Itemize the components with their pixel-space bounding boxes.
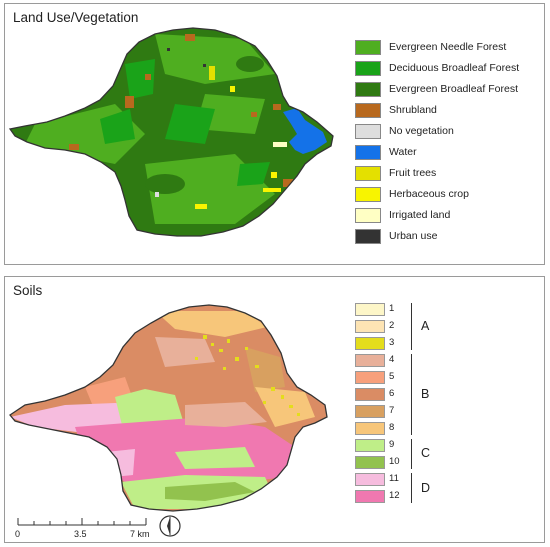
soil-swatch bbox=[355, 337, 385, 350]
soil-class-number: 1 bbox=[389, 303, 395, 314]
legend-label: Fruit trees bbox=[389, 167, 437, 179]
group-bracket-b bbox=[411, 354, 412, 435]
scale-label: 0 bbox=[15, 529, 21, 539]
legend-label: Shrubland bbox=[389, 104, 437, 116]
north-arrow-icon bbox=[159, 515, 181, 537]
group-label-b: B bbox=[421, 387, 430, 401]
group-label-d: D bbox=[421, 481, 431, 495]
soil-swatch bbox=[355, 320, 385, 333]
soil-class-number: 11 bbox=[389, 473, 399, 484]
land-use-map bbox=[8, 27, 334, 237]
soil-swatch bbox=[355, 371, 385, 384]
legend-label: Herbaceous crop bbox=[389, 188, 469, 200]
soil-class-number: 4 bbox=[389, 354, 395, 365]
soils-panel: Soils bbox=[4, 276, 545, 543]
soil-swatch bbox=[355, 439, 385, 452]
soil-class-number: 3 bbox=[389, 337, 395, 348]
soil-class-number: 9 bbox=[389, 439, 395, 450]
soil-class-number: 6 bbox=[389, 388, 395, 399]
legend-swatch bbox=[355, 208, 381, 223]
legend-label: Urban use bbox=[389, 230, 438, 242]
soil-class-number: 2 bbox=[389, 320, 395, 331]
soil-swatch bbox=[355, 456, 385, 469]
soil-swatch bbox=[355, 354, 385, 367]
soils-boundary bbox=[9, 304, 328, 512]
group-label-c: C bbox=[421, 446, 431, 460]
land-use-boundary bbox=[8, 27, 334, 237]
legend-swatch bbox=[355, 61, 381, 76]
group-bracket-c bbox=[411, 439, 412, 469]
group-label-a: A bbox=[421, 319, 430, 333]
scale-bar-graphic bbox=[17, 518, 147, 526]
soils-title: Soils bbox=[13, 283, 43, 298]
soil-swatch bbox=[355, 405, 385, 418]
legend-label: Evergreen Broadleaf Forest bbox=[389, 83, 518, 95]
legend-swatch bbox=[355, 40, 381, 55]
group-bracket-a bbox=[411, 303, 412, 350]
soil-class-number: 7 bbox=[389, 405, 395, 416]
land-use-panel: Land Use/Vegetation bbox=[4, 3, 545, 265]
soil-swatch bbox=[355, 473, 385, 486]
soils-map bbox=[9, 304, 328, 512]
scale-label: 7 km bbox=[130, 529, 150, 539]
soil-swatch bbox=[355, 490, 385, 503]
legend-label: Irrigated land bbox=[389, 209, 451, 221]
soil-class-number: 8 bbox=[389, 422, 395, 433]
soil-swatch bbox=[355, 303, 385, 316]
legend-swatch bbox=[355, 82, 381, 97]
legend-label: No vegetation bbox=[389, 125, 454, 137]
soil-class-number: 5 bbox=[389, 371, 395, 382]
legend-swatch bbox=[355, 124, 381, 139]
legend-swatch bbox=[355, 145, 381, 160]
scale-label: 3.5 bbox=[74, 529, 87, 539]
legend-swatch bbox=[355, 103, 381, 118]
legend-swatch bbox=[355, 166, 381, 181]
soil-swatch bbox=[355, 422, 385, 435]
legend-swatch bbox=[355, 187, 381, 202]
soil-class-number: 12 bbox=[389, 490, 400, 501]
legend-label: Evergreen Needle Forest bbox=[389, 41, 507, 53]
land-use-title: Land Use/Vegetation bbox=[13, 10, 139, 25]
soil-swatch bbox=[355, 388, 385, 401]
soil-class-number: 10 bbox=[389, 456, 400, 467]
legend-label: Deciduous Broadleaf Forest bbox=[389, 62, 520, 74]
legend-label: Water bbox=[389, 146, 417, 158]
group-bracket-d bbox=[411, 473, 412, 503]
scale-bar: 0 3.5 7 km bbox=[15, 515, 157, 539]
legend-swatch bbox=[355, 229, 381, 244]
